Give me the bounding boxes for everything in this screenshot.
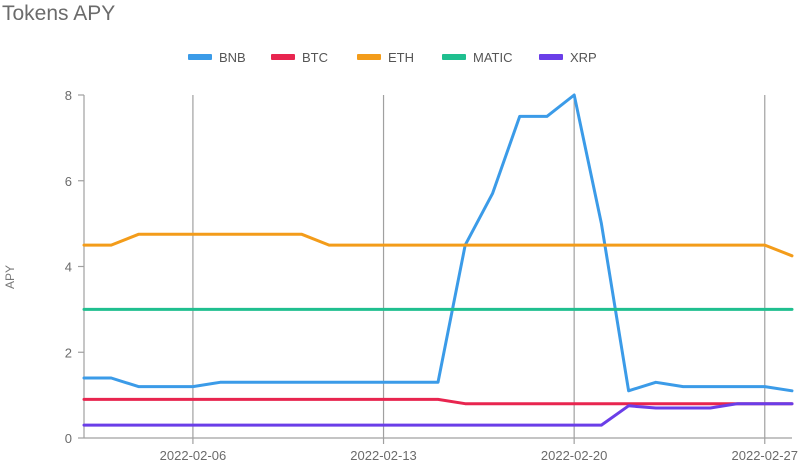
legend-swatch (357, 54, 381, 60)
y-tick-label: 2 (65, 345, 72, 360)
legend-item-xrp[interactable]: XRP (539, 50, 597, 65)
axes: 2022-02-06 2022-02-13 2022-02-20 2022-02-27… (65, 88, 798, 463)
x-tick-label: 2022-02-20 (541, 448, 608, 463)
legend-swatch (442, 54, 466, 60)
legend-swatch (539, 54, 563, 60)
legend-item-eth[interactable]: ETH (357, 50, 414, 65)
y-tick-label: 4 (65, 260, 72, 275)
y-tick-label: 0 (65, 431, 72, 446)
legend-item-bnb[interactable]: BNB (188, 50, 246, 65)
x-tick-label: 2022-02-13 (350, 448, 417, 463)
legend-item-matic[interactable]: MATIC (442, 50, 512, 65)
chart-title: Tokens APY (2, 2, 116, 25)
series-line-xrp (82, 402, 794, 427)
legend-label: MATIC (473, 50, 512, 65)
x-tick-label: 2022-02-27 (732, 448, 799, 463)
legend-label: BNB (219, 50, 246, 65)
y-axis-label: APY (3, 265, 17, 289)
legend-label: BTC (302, 50, 328, 65)
series-line-bnb (82, 93, 794, 393)
grid-lines (192, 95, 766, 444)
legend-label: ETH (388, 50, 414, 65)
legend-label: XRP (570, 50, 597, 65)
series-lines (82, 93, 794, 427)
y-tick-label: 8 (65, 88, 72, 103)
legend-item-btc[interactable]: BTC (271, 50, 328, 65)
legend-swatch (188, 54, 212, 60)
legend-swatch (271, 54, 295, 60)
y-tick-label: 6 (65, 174, 72, 189)
series-line-eth (82, 232, 794, 258)
x-tick-label: 2022-02-06 (160, 448, 227, 463)
series-line-btc (82, 397, 794, 406)
legend[interactable]: BNB BTC ETH MATIC XRP (188, 50, 597, 65)
